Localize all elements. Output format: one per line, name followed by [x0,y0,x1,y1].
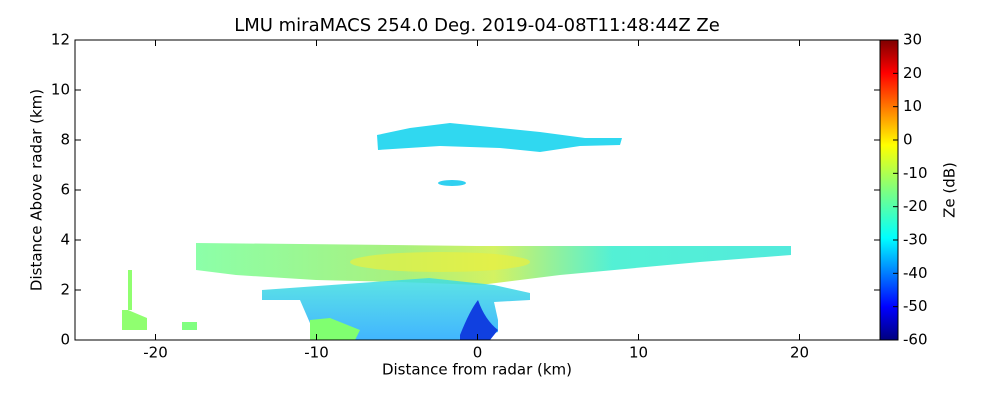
y-tick-label: 6 [60,181,70,199]
colorbar-tick-label: 20 [903,64,922,82]
echo [122,123,791,340]
colorbar-label: Ze (dB) [941,162,959,218]
colorbar-tick-label: 0 [903,131,913,149]
colorbar-tick-label: -20 [903,197,928,215]
x-tick-label: 20 [790,344,809,362]
colorbar-tick-label: 30 [903,31,922,49]
y-tick-label: 0 [60,331,70,349]
y-tick-label: 4 [60,231,70,249]
colorbar-tick-label: 10 [903,97,922,115]
x-axis-label: Distance from radar (km) [382,361,572,379]
colorbar [879,39,899,341]
y-tick-label: 2 [60,281,70,299]
colorbar-tick-label: -10 [903,164,928,182]
x-tick-label: -10 [304,344,329,362]
y-tick-label: 12 [51,31,70,49]
y-tick-label: 10 [51,81,70,99]
colorbar-tick-label: -50 [903,297,928,315]
y-axis-label: Distance Above radar (km) [28,89,46,291]
colorbar-tick-label: -30 [903,231,928,249]
y-tick-label: 8 [60,131,70,149]
colorbar-tick-label: -40 [903,264,928,282]
x-tick-label: -20 [143,344,168,362]
chart-title: LMU miraMACS 254.0 Deg. 2019-04-08T11:48… [234,15,720,36]
x-tick-label: 0 [473,344,483,362]
x-tick-label: 10 [629,344,648,362]
colorbar-tick-label: -60 [903,331,928,349]
